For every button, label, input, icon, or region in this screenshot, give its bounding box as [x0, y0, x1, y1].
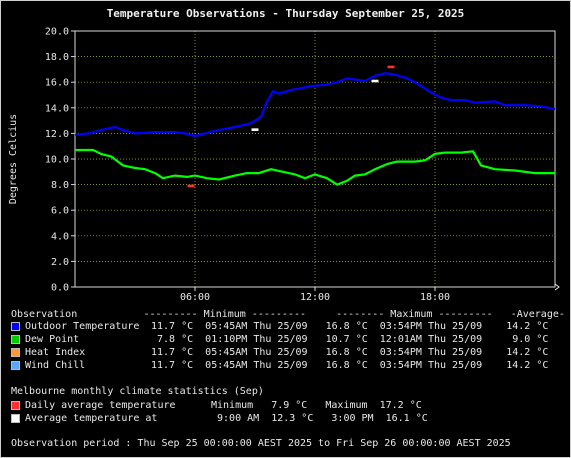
y-tick-label: 14.0	[45, 103, 69, 114]
x-tick-label: 18:00	[420, 292, 450, 300]
table-header: Observation --------- Minimum --------- …	[11, 309, 565, 320]
y-tick-label: 12.0	[45, 129, 69, 140]
average-temperature-marker	[371, 79, 379, 83]
row-values: 7.8 °C 01:10PM Thu 25/09 10.7 °C 12:01AM…	[151, 334, 549, 345]
y-tick-label: 16.0	[45, 78, 69, 89]
y-tick-label: 18.0	[45, 52, 69, 63]
y-tick-label: 8.0	[51, 180, 69, 191]
average-temperature-marker	[251, 128, 259, 131]
y-tick-label: 20.0	[45, 27, 69, 38]
row-values: 11.7 °C 05:45AM Thu 25/09 16.8 °C 03:54P…	[151, 321, 549, 332]
daily-average-max-marker	[387, 65, 395, 69]
y-tick-label: 0.0	[51, 283, 69, 294]
y-tick-label: 4.0	[51, 231, 69, 242]
dew-point-line	[75, 148, 555, 186]
chart-title: Temperature Observations - Thursday Sept…	[106, 7, 465, 20]
climate-label: Daily average temperature	[25, 400, 176, 411]
y-tick-label: 10.0	[45, 155, 69, 166]
row-label: Heat Index	[25, 347, 86, 358]
row-label: Wind Chill	[25, 360, 86, 371]
daily-average-swatch	[11, 401, 20, 410]
observation-period: Observation period : Thu Sep 25 00:00:00…	[11, 438, 511, 449]
temperature-chart: 0.0 2.0 4.0 6.0 8.0 10.0 12.0 14.0 16.0 18.0 20.0 0…	[8, 27, 560, 300]
row-values: 11.7 °C 05:45AM Thu 25/09 16.8 °C 03:54P…	[151, 347, 549, 358]
y-axis-label: Degrees Celcius	[8, 114, 19, 204]
row-label: Dew Point	[25, 334, 80, 345]
climate-values: 9:00 AM 12.3 °C 3:00 PM 16.1 °C	[211, 413, 428, 424]
x-axis-arrow	[554, 283, 560, 291]
outdoor-temperature-swatch	[11, 322, 20, 331]
daily-average-min-marker	[187, 184, 195, 188]
row-label: Outdoor Temperature	[25, 321, 140, 332]
climate-label: Average temperature at	[25, 413, 158, 424]
climate-header: Melbourne monthly climate statistics (Se…	[11, 386, 264, 397]
row-values: 11.7 °C 05:45AM Thu 25/09 16.8 °C 03:54P…	[151, 360, 549, 371]
x-tick-label: 12:00	[300, 292, 330, 300]
dew-point-swatch	[11, 335, 20, 344]
climate-values: Minimum 7.9 °C Maximum 17.2 °C	[211, 400, 422, 411]
average-temperature-swatch	[11, 414, 20, 423]
x-tick-label: 06:00	[180, 292, 210, 300]
y-tick-label: 6.0	[51, 206, 69, 217]
y-tick-label: 2.0	[51, 257, 69, 268]
wind-chill-swatch	[11, 361, 20, 370]
heat-index-swatch	[11, 348, 20, 357]
outdoor-temperature-line	[74, 72, 556, 138]
